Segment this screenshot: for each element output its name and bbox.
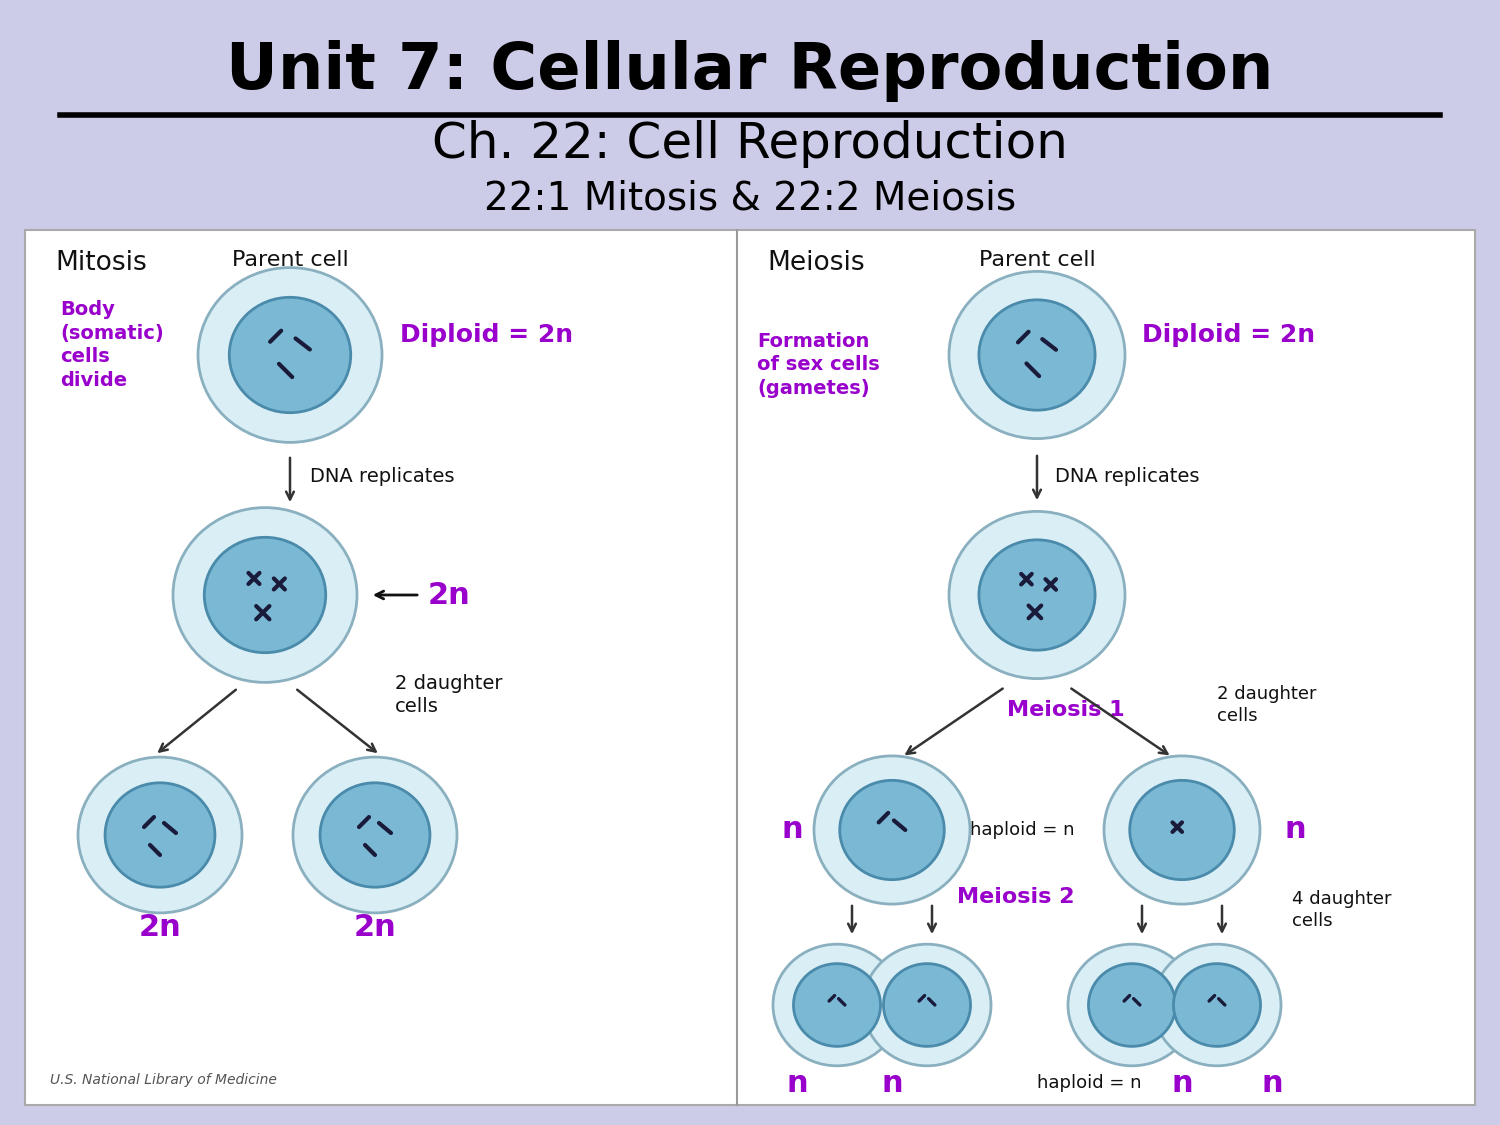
Text: n: n xyxy=(1262,1069,1282,1098)
Text: n: n xyxy=(1172,1069,1192,1098)
Text: 2n: 2n xyxy=(427,580,471,610)
Ellipse shape xyxy=(1154,944,1281,1065)
Text: Formation
of sex cells
(gametes): Formation of sex cells (gametes) xyxy=(758,332,879,398)
Ellipse shape xyxy=(950,271,1125,439)
Ellipse shape xyxy=(772,944,902,1065)
Ellipse shape xyxy=(78,757,242,912)
Ellipse shape xyxy=(172,507,357,683)
Text: haploid = n: haploid = n xyxy=(969,821,1074,839)
Text: Meiosis 2: Meiosis 2 xyxy=(957,886,1074,907)
Text: 4 daughter
cells: 4 daughter cells xyxy=(1292,890,1392,930)
Text: DNA replicates: DNA replicates xyxy=(310,468,454,486)
Text: 2 daughter
cells: 2 daughter cells xyxy=(1216,685,1317,726)
Text: n: n xyxy=(782,816,802,845)
Ellipse shape xyxy=(840,781,945,880)
Ellipse shape xyxy=(862,944,992,1065)
FancyBboxPatch shape xyxy=(26,229,1474,1105)
Ellipse shape xyxy=(320,783,430,888)
Ellipse shape xyxy=(1104,756,1260,904)
Text: Diploid = 2n: Diploid = 2n xyxy=(400,323,573,346)
Text: U.S. National Library of Medicine: U.S. National Library of Medicine xyxy=(50,1073,278,1087)
Text: Ch. 22: Cell Reproduction: Ch. 22: Cell Reproduction xyxy=(432,120,1068,168)
Ellipse shape xyxy=(198,268,382,442)
Text: Meiosis 1: Meiosis 1 xyxy=(1007,700,1125,720)
Text: 2n: 2n xyxy=(354,912,396,942)
Text: haploid = n: haploid = n xyxy=(1036,1074,1142,1092)
Text: n: n xyxy=(1284,816,1306,845)
Ellipse shape xyxy=(1068,944,1196,1065)
Ellipse shape xyxy=(1130,781,1234,880)
Ellipse shape xyxy=(105,783,214,888)
Text: Unit 7: Cellular Reproduction: Unit 7: Cellular Reproduction xyxy=(226,40,1274,102)
Text: DNA replicates: DNA replicates xyxy=(1054,468,1200,486)
Text: Mitosis: Mitosis xyxy=(56,250,147,276)
Text: Parent cell: Parent cell xyxy=(231,250,348,270)
Text: Parent cell: Parent cell xyxy=(978,250,1095,270)
Ellipse shape xyxy=(794,964,880,1046)
Ellipse shape xyxy=(204,538,326,652)
Text: n: n xyxy=(880,1069,903,1098)
Ellipse shape xyxy=(980,540,1095,650)
Ellipse shape xyxy=(230,297,351,413)
Text: n: n xyxy=(786,1069,808,1098)
Text: Meiosis: Meiosis xyxy=(766,250,864,276)
Text: 2n: 2n xyxy=(138,912,182,942)
Ellipse shape xyxy=(292,757,458,912)
Text: 2 daughter
cells: 2 daughter cells xyxy=(394,674,502,717)
Text: Diploid = 2n: Diploid = 2n xyxy=(1142,323,1316,346)
Ellipse shape xyxy=(950,512,1125,678)
Ellipse shape xyxy=(1173,964,1260,1046)
Ellipse shape xyxy=(1089,964,1176,1046)
Ellipse shape xyxy=(815,756,971,904)
Ellipse shape xyxy=(884,964,971,1046)
Ellipse shape xyxy=(980,300,1095,411)
Text: 22:1 Mitosis & 22:2 Meiosis: 22:1 Mitosis & 22:2 Meiosis xyxy=(484,180,1016,218)
Text: Body
(somatic)
cells
divide: Body (somatic) cells divide xyxy=(60,300,164,389)
